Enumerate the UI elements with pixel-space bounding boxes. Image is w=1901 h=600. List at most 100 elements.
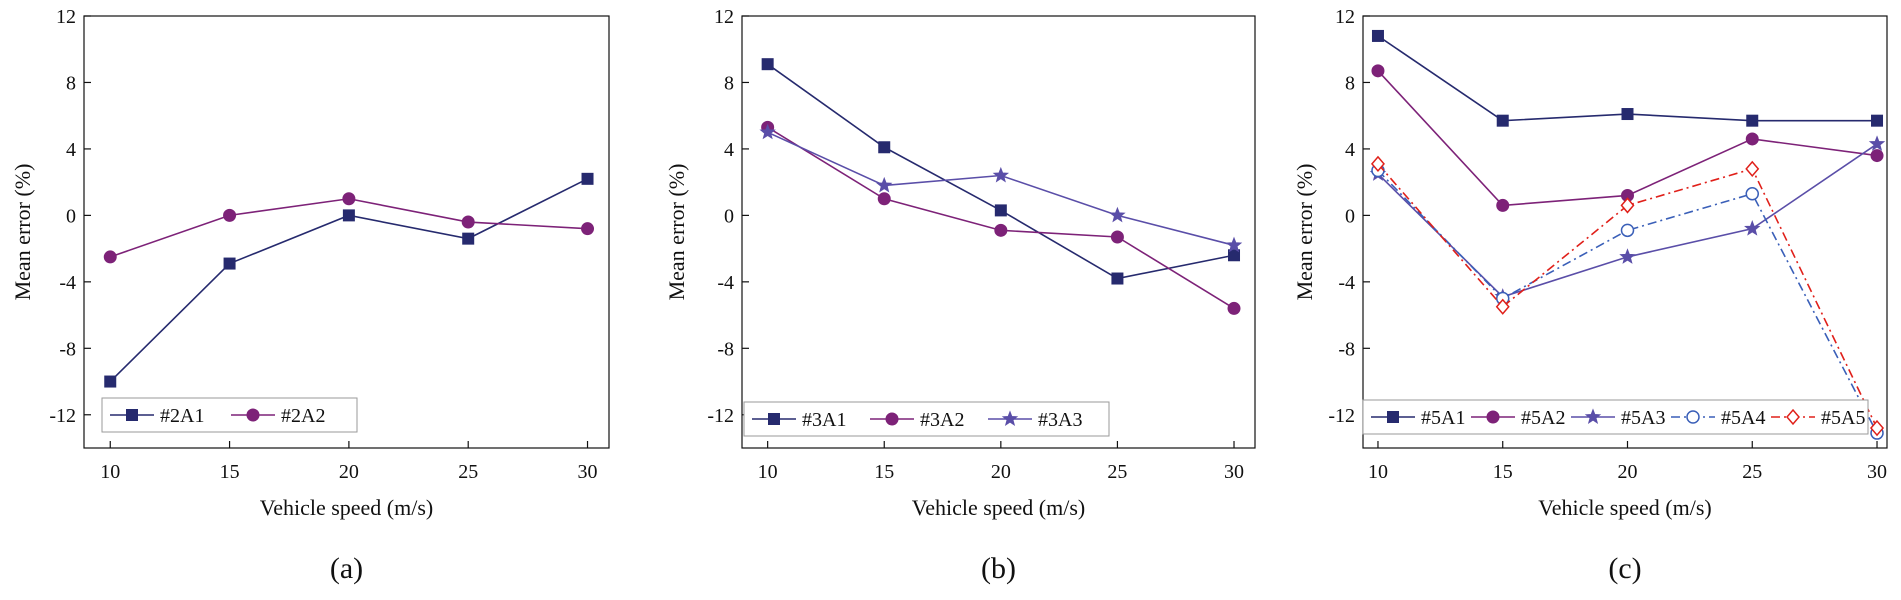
data-point bbox=[1371, 29, 1384, 42]
y-tick-label: -12 bbox=[707, 405, 734, 427]
y-tick-label: -4 bbox=[717, 272, 734, 294]
data-point bbox=[1495, 298, 1510, 315]
chart-panel-2: -12 -8 -4 0 4 8 12 10 15 20 25 30 Mean error (%) Vehi… bbox=[664, 6, 1256, 585]
data-point bbox=[1228, 249, 1241, 262]
data-point bbox=[1745, 160, 1760, 178]
series-line bbox=[109, 178, 588, 383]
x-tick-label: 10 bbox=[1368, 461, 1388, 483]
x-tick-label: 30 bbox=[578, 461, 598, 483]
x-tick-label: 15 bbox=[220, 461, 240, 483]
legend: #3A1 #3A2 #3A3 bbox=[743, 401, 1110, 437]
data-point bbox=[876, 176, 893, 193]
panel-label: (b) bbox=[981, 552, 1016, 585]
series-line bbox=[1377, 169, 1878, 434]
x-tick-label: 15 bbox=[1493, 461, 1513, 483]
chart-panel-3: -12 -8 -4 0 4 8 12 10 15 20 25 30 Mean error (%) Vehi… bbox=[1292, 6, 1888, 585]
x-tick-label: 20 bbox=[339, 461, 359, 483]
series-2a1 bbox=[104, 172, 594, 388]
series-2a2 bbox=[103, 192, 595, 264]
legend-swatch-marker bbox=[768, 413, 780, 425]
data-point bbox=[1746, 114, 1759, 127]
y-tick-label: 12 bbox=[1335, 6, 1355, 28]
data-point bbox=[1496, 198, 1510, 212]
series-line bbox=[767, 126, 1235, 310]
plot-frame bbox=[83, 15, 610, 449]
y-tick-label: 4 bbox=[1345, 139, 1355, 161]
data-point bbox=[1225, 236, 1243, 253]
data-point bbox=[994, 204, 1007, 217]
x-tick-label: 15 bbox=[874, 461, 894, 483]
x-tick-label: 10 bbox=[100, 461, 120, 483]
y-tick-label: -8 bbox=[59, 338, 76, 360]
legend-swatch-marker bbox=[1486, 410, 1500, 424]
data-point bbox=[342, 209, 355, 222]
data-point bbox=[1621, 108, 1634, 121]
y-axis-title: Mean error (%) bbox=[1292, 164, 1317, 301]
data-point bbox=[1370, 155, 1385, 173]
data-point bbox=[342, 192, 356, 206]
data-point bbox=[103, 250, 117, 264]
data-point bbox=[1111, 272, 1124, 285]
y-tick-label: 8 bbox=[724, 72, 734, 94]
data-point bbox=[878, 141, 891, 154]
plot-frame bbox=[1362, 15, 1888, 449]
data-point bbox=[1620, 223, 1635, 238]
legend-label: #2A1 bbox=[160, 405, 204, 427]
x-tick-label: 25 bbox=[1107, 461, 1127, 483]
series-3a1 bbox=[761, 58, 1241, 285]
series-5a2 bbox=[1371, 64, 1884, 212]
y-axis-title: Mean error (%) bbox=[664, 164, 689, 301]
data-point bbox=[462, 232, 475, 245]
legend-label: #5A5 bbox=[1821, 407, 1865, 429]
x-tick-label: 10 bbox=[758, 461, 778, 483]
y-tick-label: -4 bbox=[59, 272, 76, 294]
legend-label: #5A2 bbox=[1521, 407, 1565, 429]
series-line bbox=[1377, 70, 1878, 207]
y-tick-label: 12 bbox=[714, 6, 734, 28]
legend-label: #5A3 bbox=[1621, 407, 1665, 429]
y-tick-label: 4 bbox=[724, 139, 734, 161]
y-tick-label: 12 bbox=[56, 6, 76, 28]
data-point bbox=[223, 208, 237, 222]
legend-box bbox=[743, 401, 1110, 437]
x-tick-label: 20 bbox=[1617, 461, 1637, 483]
legend-swatch-marker bbox=[1786, 408, 1800, 426]
y-tick-label: -8 bbox=[1338, 338, 1355, 360]
data-point bbox=[1744, 220, 1761, 236]
legend: #2A1 #2A2 bbox=[101, 397, 358, 433]
data-point bbox=[994, 223, 1008, 237]
data-point bbox=[1371, 64, 1385, 78]
x-tick-label: 25 bbox=[458, 461, 478, 483]
data-point bbox=[1871, 114, 1884, 127]
data-point bbox=[1110, 230, 1124, 244]
data-point bbox=[759, 123, 776, 140]
data-point bbox=[1870, 149, 1884, 163]
y-axis-title: Mean error (%) bbox=[10, 164, 35, 301]
series-5a1 bbox=[1371, 29, 1884, 127]
data-point bbox=[877, 192, 891, 206]
series-5a3 bbox=[1369, 135, 1886, 304]
y-tick-label: 0 bbox=[66, 205, 76, 227]
y-tick-label: 8 bbox=[66, 72, 76, 94]
legend: #5A1 #5A2 #5A3 #5A4 #5A5 bbox=[1362, 399, 1869, 435]
x-axis-title: Vehicle speed (m/s) bbox=[1538, 495, 1712, 520]
legend-swatch-marker bbox=[1001, 410, 1019, 426]
data-point bbox=[581, 222, 595, 236]
data-point bbox=[1868, 135, 1886, 151]
x-tick-label: 30 bbox=[1867, 461, 1887, 483]
legend-label: #3A1 bbox=[802, 409, 846, 431]
legend-swatch-marker bbox=[126, 409, 138, 421]
series-5a5 bbox=[1370, 155, 1885, 437]
data-point bbox=[761, 58, 774, 71]
data-point bbox=[1745, 132, 1759, 146]
y-tick-label: -12 bbox=[1328, 405, 1355, 427]
series-line bbox=[109, 197, 588, 258]
data-point bbox=[1496, 114, 1509, 127]
series-3a3 bbox=[759, 123, 1243, 253]
data-point bbox=[1619, 248, 1636, 264]
data-point bbox=[1109, 206, 1126, 223]
y-tick-label: 0 bbox=[1345, 205, 1355, 227]
chart-panel-1: -12 -8 -4 0 4 8 12 10 15 20 25 30 Mean error (%) Vehi… bbox=[10, 6, 610, 585]
y-tick-label: -12 bbox=[49, 405, 76, 427]
panel-label: (a) bbox=[330, 552, 363, 585]
